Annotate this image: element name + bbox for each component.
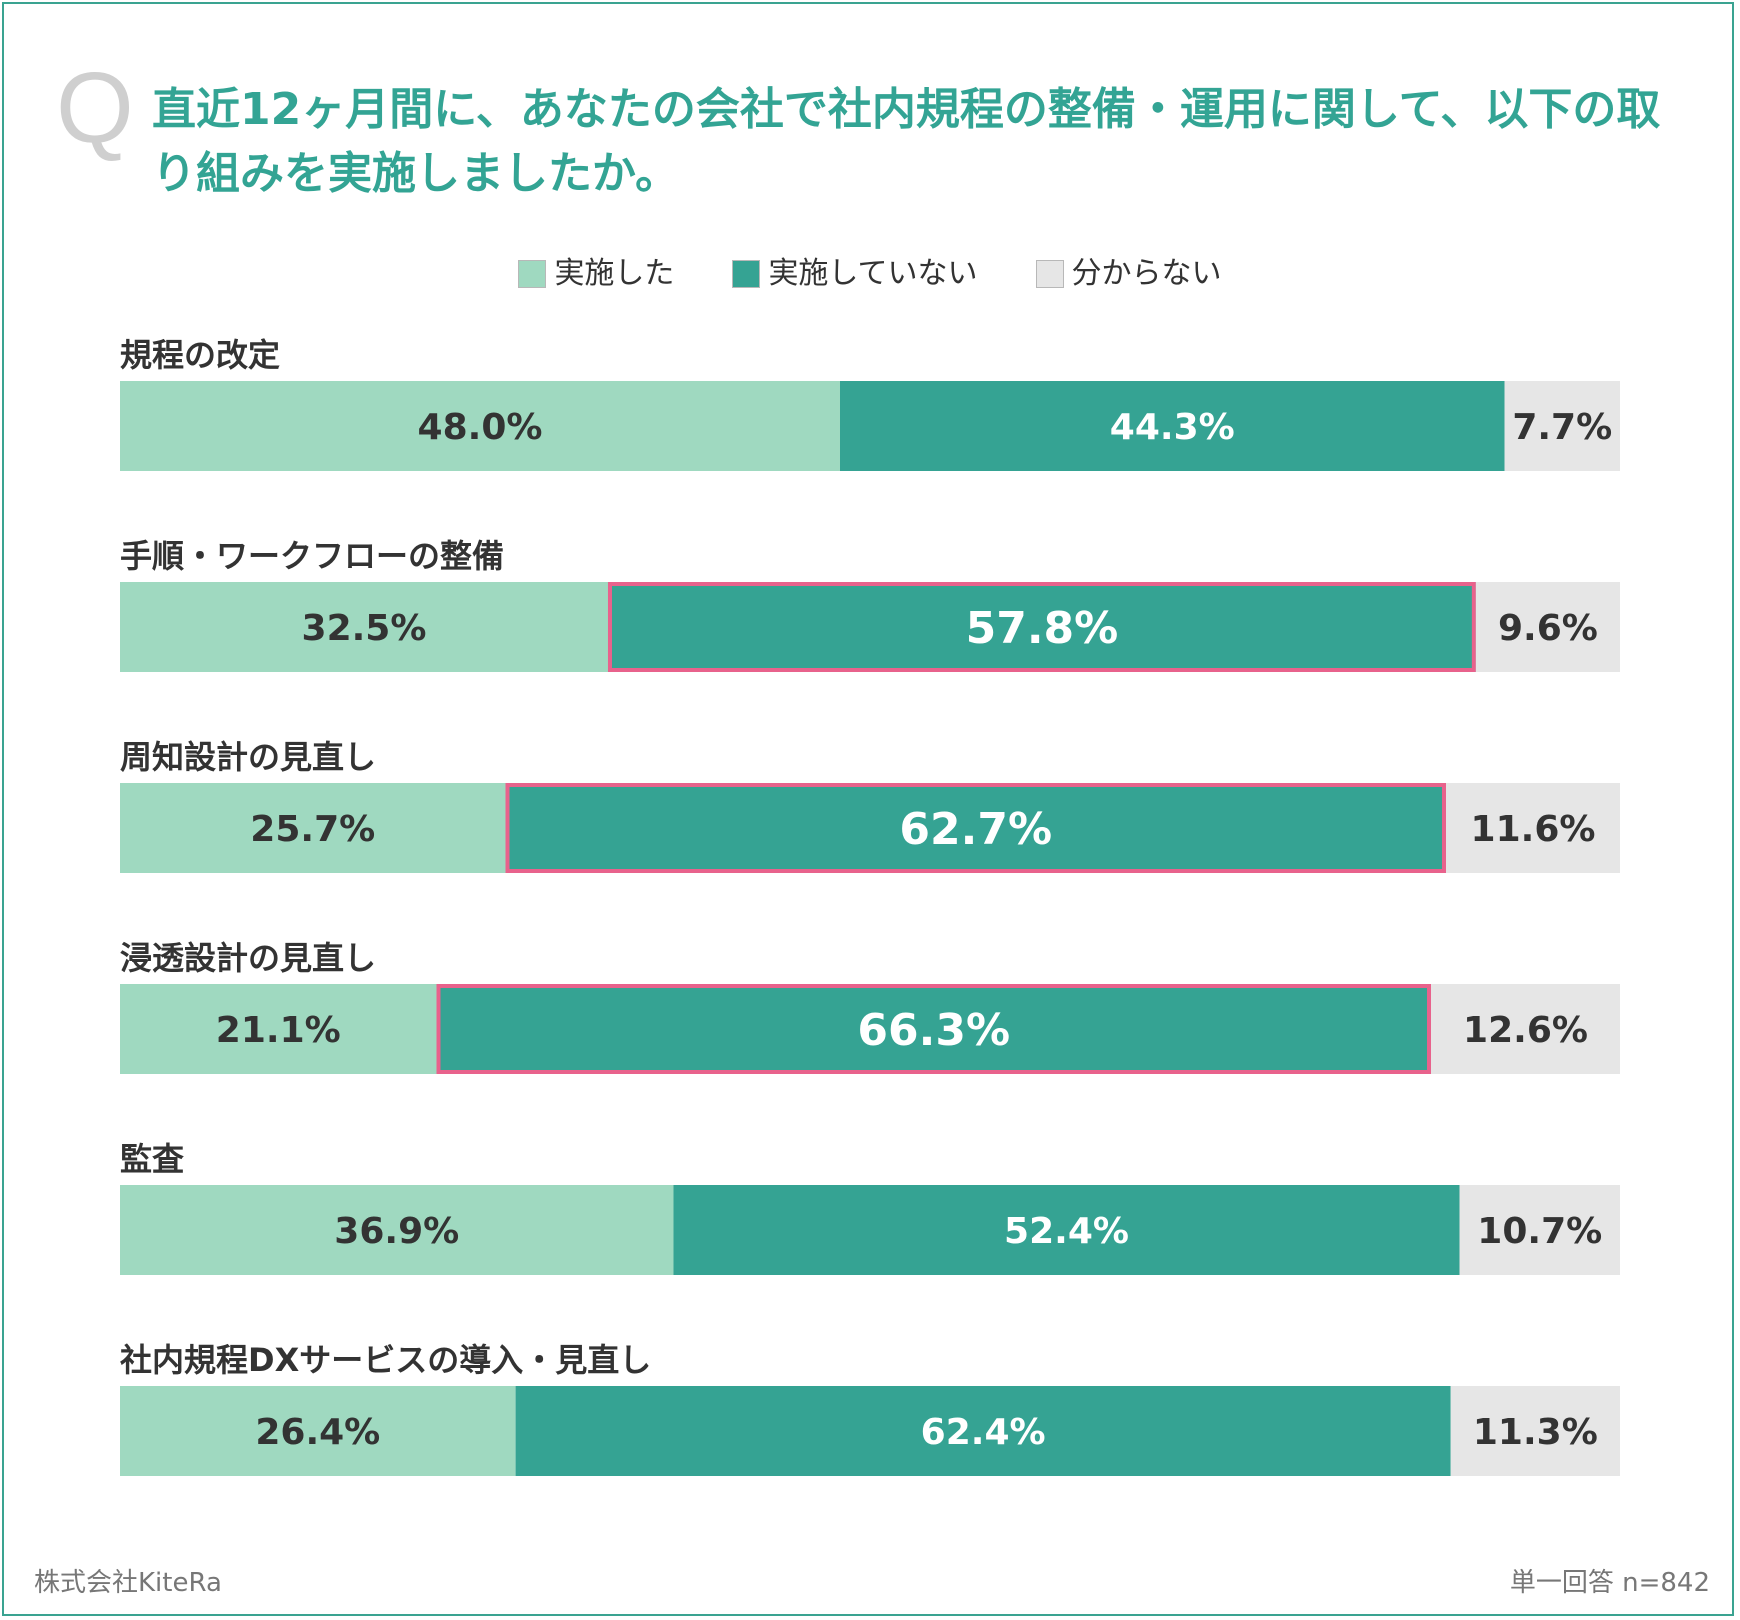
bar-segment-unknown bbox=[1431, 984, 1620, 1074]
bar-segment-unknown bbox=[1459, 1185, 1620, 1275]
category-label: 監査 bbox=[120, 1140, 184, 1178]
data-label-not-implemented: 44.3% bbox=[1110, 407, 1235, 448]
data-label-not-implemented: 62.7% bbox=[899, 804, 1052, 855]
category-label: 規程の改定 bbox=[120, 336, 280, 374]
question-mark-icon: Q bbox=[56, 52, 134, 164]
bar-segment-not-implemented bbox=[673, 1185, 1460, 1275]
legend-swatch-not-implemented bbox=[732, 260, 761, 288]
data-label-not-implemented: 57.8% bbox=[966, 603, 1119, 654]
data-label-implemented: 25.7% bbox=[250, 809, 375, 850]
data-label-unknown: 11.6% bbox=[1471, 809, 1596, 850]
data-label-implemented: 36.9% bbox=[334, 1211, 459, 1252]
sample-note: 単一回答 n=842 bbox=[1509, 1568, 1710, 1598]
bar-segment-implemented bbox=[120, 1185, 674, 1275]
bar-segment-implemented bbox=[120, 582, 608, 672]
data-label-unknown: 11.3% bbox=[1473, 1412, 1598, 1453]
legend-label-unknown: 分からない bbox=[1071, 256, 1222, 291]
category-label: 浸透設計の見直し bbox=[120, 939, 376, 977]
data-label-not-implemented: 52.4% bbox=[1004, 1211, 1129, 1252]
legend-label-not-implemented: 実施していない bbox=[768, 256, 978, 291]
bar-segment-not-implemented bbox=[515, 1386, 1451, 1476]
bar-segment-implemented bbox=[120, 381, 840, 471]
data-label-not-implemented: 66.3% bbox=[857, 1005, 1010, 1056]
category-label: 手順・ワークフローの整備 bbox=[120, 537, 504, 575]
bar-segment-implemented bbox=[120, 984, 437, 1074]
data-label-implemented: 26.4% bbox=[255, 1412, 380, 1453]
bar-segment-unknown bbox=[1475, 582, 1620, 672]
highlight-frame bbox=[607, 582, 1476, 672]
chart-title: 直近12ヶ月間に、あなたの会社で社内規程の整備・運用に関して、以下の取り組みを実… bbox=[152, 84, 1661, 199]
bar-segment-not-implemented bbox=[607, 582, 1476, 672]
data-label-not-implemented: 62.4% bbox=[921, 1412, 1046, 1453]
bar-segment-implemented bbox=[120, 1386, 516, 1476]
legend-item-unknown: 分からない bbox=[1035, 256, 1222, 292]
category-label: 社内規程DXサービスの導入・見直し bbox=[120, 1341, 651, 1379]
bar-segment-not-implemented bbox=[840, 381, 1505, 471]
highlight-frame bbox=[505, 783, 1446, 873]
category-label: 周知設計の見直し bbox=[120, 738, 376, 776]
bar-segment-unknown bbox=[1450, 1386, 1620, 1476]
company-credit: 株式会社KiteRa bbox=[34, 1568, 222, 1598]
data-label-unknown: 7.7% bbox=[1512, 407, 1612, 448]
legend: 実施した 実施していない 分からない bbox=[0, 256, 1740, 292]
legend-item-implemented: 実施した bbox=[518, 256, 674, 292]
legend-label-implemented: 実施した bbox=[554, 256, 675, 291]
legend-swatch-implemented bbox=[518, 260, 547, 288]
legend-swatch-unknown bbox=[1035, 260, 1064, 288]
bar-segment-unknown bbox=[1446, 783, 1620, 873]
data-label-implemented: 32.5% bbox=[302, 608, 427, 649]
highlight-frame bbox=[436, 984, 1431, 1074]
data-label-implemented: 21.1% bbox=[216, 1010, 341, 1051]
bar-segment-not-implemented bbox=[436, 984, 1431, 1074]
data-label-unknown: 10.7% bbox=[1477, 1211, 1602, 1252]
data-label-unknown: 9.6% bbox=[1498, 608, 1598, 649]
bar-segment-unknown bbox=[1504, 381, 1620, 471]
legend-item-not-implemented: 実施していない bbox=[732, 256, 978, 292]
data-label-unknown: 12.6% bbox=[1463, 1010, 1588, 1051]
bar-segment-implemented bbox=[120, 783, 506, 873]
data-label-implemented: 48.0% bbox=[418, 407, 543, 448]
bar-segment-not-implemented bbox=[505, 783, 1446, 873]
